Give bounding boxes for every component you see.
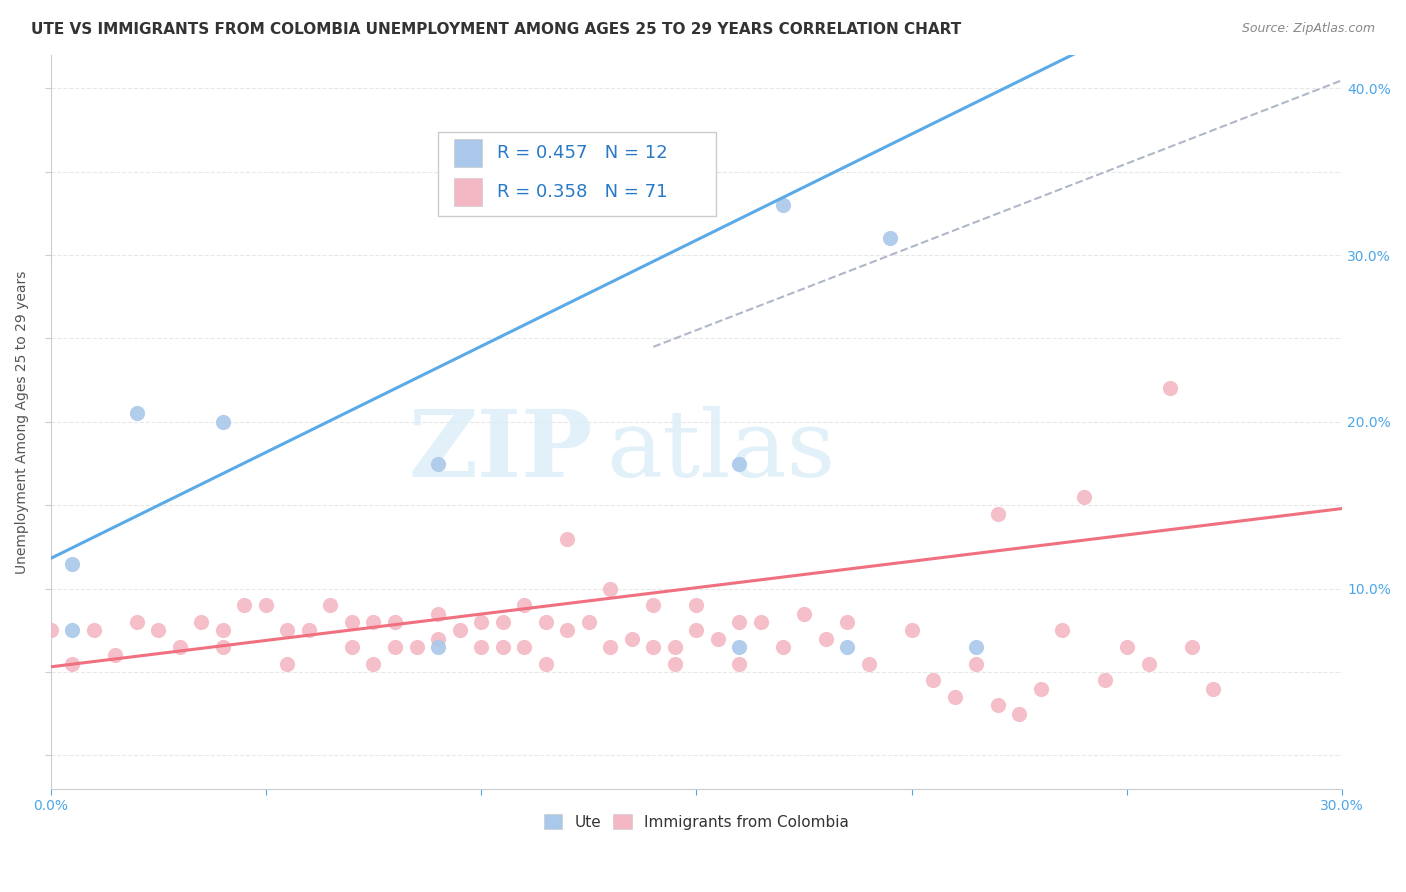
Point <box>125 615 148 629</box>
Point <box>513 640 536 654</box>
Point <box>427 632 450 646</box>
Point <box>835 615 858 629</box>
Point <box>1094 673 1116 688</box>
Point <box>987 698 1010 713</box>
Point <box>449 623 471 637</box>
Point <box>104 648 127 663</box>
Point <box>643 640 665 654</box>
Point <box>1202 681 1225 696</box>
Point <box>664 640 686 654</box>
Point <box>319 598 342 612</box>
Text: R = 0.358   N = 71: R = 0.358 N = 71 <box>498 183 668 202</box>
Point <box>599 582 621 596</box>
Point <box>707 632 730 646</box>
Y-axis label: Unemployment Among Ages 25 to 29 years: Unemployment Among Ages 25 to 29 years <box>15 270 30 574</box>
Point <box>922 673 945 688</box>
Point <box>427 607 450 621</box>
Point <box>491 615 513 629</box>
Point <box>513 598 536 612</box>
Point <box>427 457 450 471</box>
Point <box>749 615 772 629</box>
Point <box>233 598 256 612</box>
Point <box>1073 490 1095 504</box>
Point <box>60 557 83 571</box>
Point <box>60 657 83 671</box>
Point <box>211 415 233 429</box>
Point <box>298 623 321 637</box>
Point <box>728 657 751 671</box>
Text: Source: ZipAtlas.com: Source: ZipAtlas.com <box>1241 22 1375 36</box>
FancyBboxPatch shape <box>454 178 482 206</box>
Point <box>211 623 233 637</box>
Point <box>555 623 578 637</box>
Point <box>879 231 901 245</box>
Point <box>1052 623 1074 637</box>
Point <box>211 640 233 654</box>
Point <box>363 615 385 629</box>
FancyBboxPatch shape <box>439 132 716 217</box>
Point <box>254 598 277 612</box>
Point <box>943 690 966 704</box>
Point <box>534 657 557 671</box>
Point <box>685 623 707 637</box>
Point <box>340 615 363 629</box>
Point <box>793 607 815 621</box>
Point <box>125 407 148 421</box>
Point <box>728 457 751 471</box>
Point <box>772 198 794 212</box>
Point <box>340 640 363 654</box>
Point <box>405 640 427 654</box>
Point <box>643 598 665 612</box>
Point <box>470 640 492 654</box>
FancyBboxPatch shape <box>454 139 482 167</box>
Point <box>900 623 922 637</box>
Text: UTE VS IMMIGRANTS FROM COLOMBIA UNEMPLOYMENT AMONG AGES 25 TO 29 YEARS CORRELATI: UTE VS IMMIGRANTS FROM COLOMBIA UNEMPLOY… <box>31 22 962 37</box>
Point <box>169 640 191 654</box>
Point <box>1116 640 1139 654</box>
Point <box>599 640 621 654</box>
Point <box>965 640 987 654</box>
Point <box>276 623 298 637</box>
Point <box>858 657 880 671</box>
Point <box>491 640 513 654</box>
Point <box>427 640 450 654</box>
Point <box>534 615 557 629</box>
Point <box>965 657 987 671</box>
Point <box>146 623 169 637</box>
Point <box>555 532 578 546</box>
Point <box>39 623 62 637</box>
Point <box>987 507 1010 521</box>
Legend: Ute, Immigrants from Colombia: Ute, Immigrants from Colombia <box>538 807 855 836</box>
Point <box>83 623 105 637</box>
Point <box>1008 706 1031 721</box>
Point <box>384 640 406 654</box>
Text: R = 0.457   N = 12: R = 0.457 N = 12 <box>498 144 668 161</box>
Point <box>664 657 686 671</box>
Point <box>620 632 643 646</box>
Point <box>363 657 385 671</box>
Text: atlas: atlas <box>606 406 835 496</box>
Point <box>1029 681 1052 696</box>
Point <box>60 623 83 637</box>
Point <box>1137 657 1160 671</box>
Point <box>835 640 858 654</box>
Point <box>814 632 837 646</box>
Text: ZIP: ZIP <box>409 406 593 496</box>
Point <box>578 615 600 629</box>
Point <box>1180 640 1202 654</box>
Point <box>772 640 794 654</box>
Point <box>728 640 751 654</box>
Point <box>190 615 212 629</box>
Point <box>1159 382 1181 396</box>
Point <box>470 615 492 629</box>
Point <box>276 657 298 671</box>
Point <box>728 615 751 629</box>
Point <box>384 615 406 629</box>
Point <box>685 598 707 612</box>
